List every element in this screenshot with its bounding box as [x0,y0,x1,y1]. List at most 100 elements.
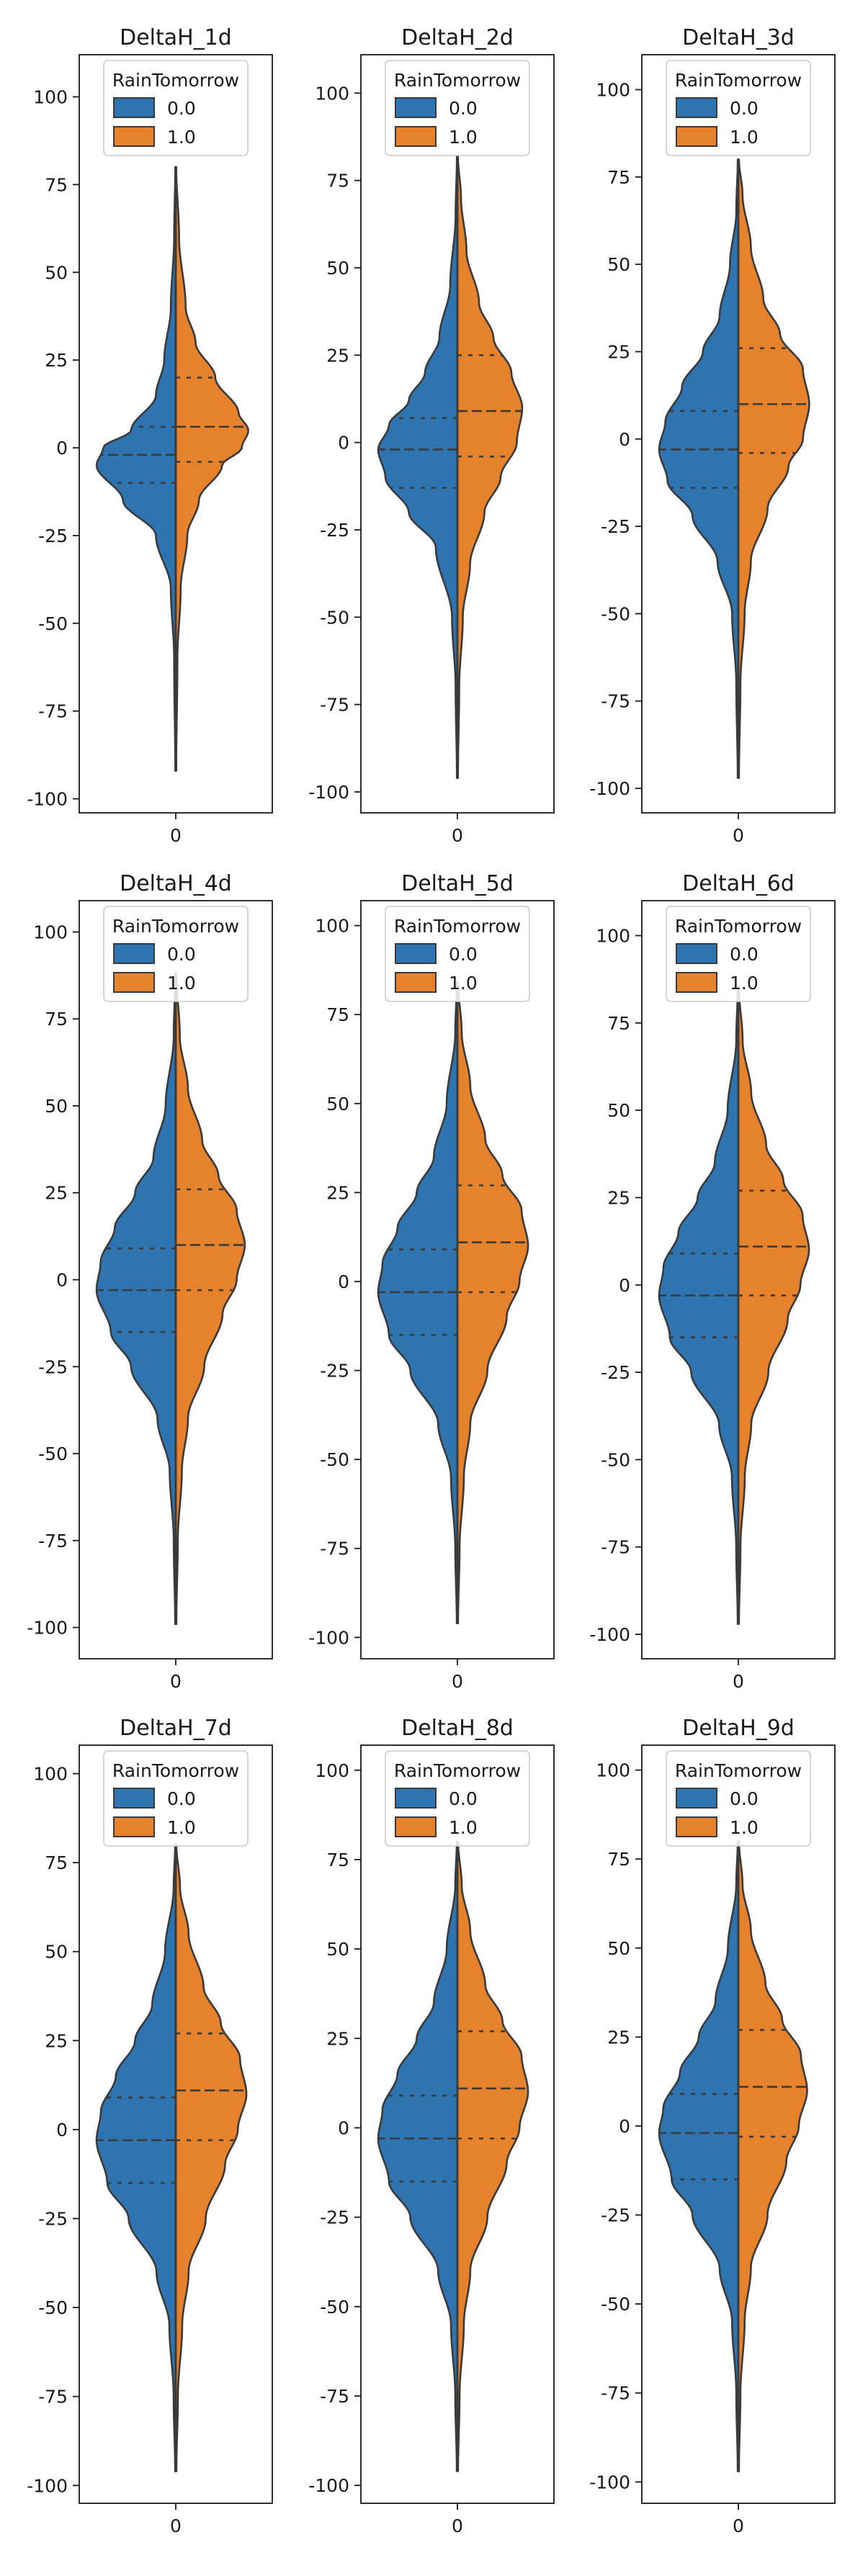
y-tick-label: -50 [38,613,68,634]
y-tick-label: 25 [607,341,630,362]
y-tick-label: -100 [308,2475,349,2496]
legend-swatch [395,1788,437,1809]
x-tick-label: 0 [452,1671,463,1692]
y-tick-label: -25 [601,2205,630,2226]
panel-title: DeltaH_2d [401,25,514,50]
legend-entry-label: 0.0 [730,98,759,119]
violin-panel-1: DeltaH_1d 100 75 50 25 0 -25 -50 -75 -100 0 RainTom… [27,25,273,846]
y-tick-label: -100 [308,782,349,803]
legend-entry-label: 1.0 [449,127,478,148]
y-tick-label: 0 [338,1271,349,1292]
y-tick-label: 25 [607,2027,630,2048]
y-tick-label: 75 [326,1850,349,1870]
violin-half-no-rain [95,973,177,1625]
legend: RainTomorrow 0.0 1.0 [385,60,530,156]
legend-title: RainTomorrow [112,1760,239,1781]
legend-swatch [113,97,155,118]
y-tick-label: 100 [315,1760,349,1781]
y-tick-label: 50 [607,254,630,275]
y-tick-label: -75 [38,2387,68,2408]
y-tick-label: -50 [38,2297,68,2318]
y-tick-label: 100 [315,916,349,937]
legend-swatch [113,126,155,147]
y-tick-label: -50 [601,603,630,624]
legend-entry-label: 0.0 [449,1788,478,1809]
legend-entry-label: 1.0 [167,1817,196,1838]
legend: RainTomorrow 0.0 1.0 [103,60,249,156]
legend-entry-label: 1.0 [449,1817,478,1838]
violin-panel-4: DeltaH_4d 100 75 50 25 0 -25 -50 -75 -100 0 RainTom… [27,871,273,1692]
y-tick-label: 0 [56,438,68,459]
legend-swatch [113,1816,155,1837]
y-tick-label: 25 [326,2028,349,2049]
legend-entry-label: 0.0 [730,1788,759,1809]
y-tick-label: -75 [601,691,630,712]
y-tick-label: 100 [596,1760,630,1781]
legend-entry-label: 1.0 [730,127,759,148]
violin-half-rain [456,981,529,1624]
violin-panel-8: DeltaH_8d 100 75 50 25 0 -25 -50 -75 -100 0 RainTom… [308,1716,555,2536]
violin-half-no-rain [377,155,459,779]
y-tick-label: 25 [607,1187,630,1208]
legend-entry-label: 0.0 [449,944,478,965]
y-tick-label: 0 [619,2116,630,2137]
violin-half-rain [456,155,524,779]
y-tick-label: -50 [320,2297,349,2318]
legend-swatch [676,1788,717,1809]
y-tick-label: -100 [27,1618,68,1639]
y-tick-label: 50 [45,262,68,283]
legend-title: RainTomorrow [675,70,802,91]
y-tick-label: -100 [308,1627,349,1648]
violin-panel-2: DeltaH_2d 100 75 50 25 0 -25 -50 -75 -100 0 RainTom… [308,25,555,846]
legend-entry-label: 1.0 [730,973,759,994]
y-tick-label: 50 [45,1096,68,1117]
violin-panel-9: DeltaH_9d 100 75 50 25 0 -25 -50 -75 -100 0 RainTom… [589,1716,836,2536]
y-tick-label: 50 [607,1938,630,1959]
y-tick-label: -25 [601,1362,630,1383]
x-tick-label: 0 [733,825,744,846]
legend-entry-label: 0.0 [449,98,478,119]
violin-half-rain [174,973,246,1625]
violin-panel-6: DeltaH_6d 100 75 50 25 0 -25 -50 -75 -100 0 RainTom… [589,871,836,1692]
y-tick-label: -25 [320,2207,349,2228]
violin-half-no-rain [95,1844,177,2472]
y-tick-label: 100 [33,87,68,108]
y-tick-label: -25 [38,526,68,546]
y-tick-label: -25 [38,1356,68,1377]
y-tick-label: -75 [38,1531,68,1552]
y-tick-label: 0 [619,429,630,450]
legend-entry-label: 0.0 [167,944,196,965]
y-tick-label: -75 [320,2386,349,2407]
legend-swatch [676,972,717,993]
y-tick-label: 50 [326,1939,349,1960]
legend-swatch [676,943,717,964]
y-tick-label: 100 [33,1764,68,1785]
y-tick-label: 25 [45,2030,68,2051]
legend-swatch [395,972,437,993]
y-tick-label: 50 [607,1100,630,1121]
y-tick-label: 75 [326,1004,349,1025]
legend-swatch [113,943,155,964]
legend-swatch [113,1788,155,1809]
legend: RainTomorrow 0.0 1.0 [103,1750,249,1847]
y-tick-label: 0 [56,2120,68,2140]
y-tick-label: 75 [45,174,68,195]
y-tick-label: -25 [320,520,349,541]
x-tick-label: 0 [733,1671,744,1692]
violin-half-no-rain [95,166,177,772]
legend-title: RainTomorrow [675,916,802,937]
y-tick-label: 0 [619,1275,630,1296]
y-tick-label: -25 [601,516,630,537]
legend-swatch [395,97,437,118]
legend-swatch [676,126,717,147]
violin-half-rain [737,158,810,779]
y-tick-label: -50 [601,1449,630,1470]
legend-swatch [676,97,717,118]
y-tick-label: 75 [326,171,349,192]
y-tick-label: -100 [27,789,68,810]
violin-half-no-rain [377,981,459,1624]
y-tick-label: -100 [589,2472,630,2492]
violin-half-rain [174,1844,248,2472]
y-tick-label: 50 [326,258,349,279]
legend-entry-label: 0.0 [730,944,759,965]
